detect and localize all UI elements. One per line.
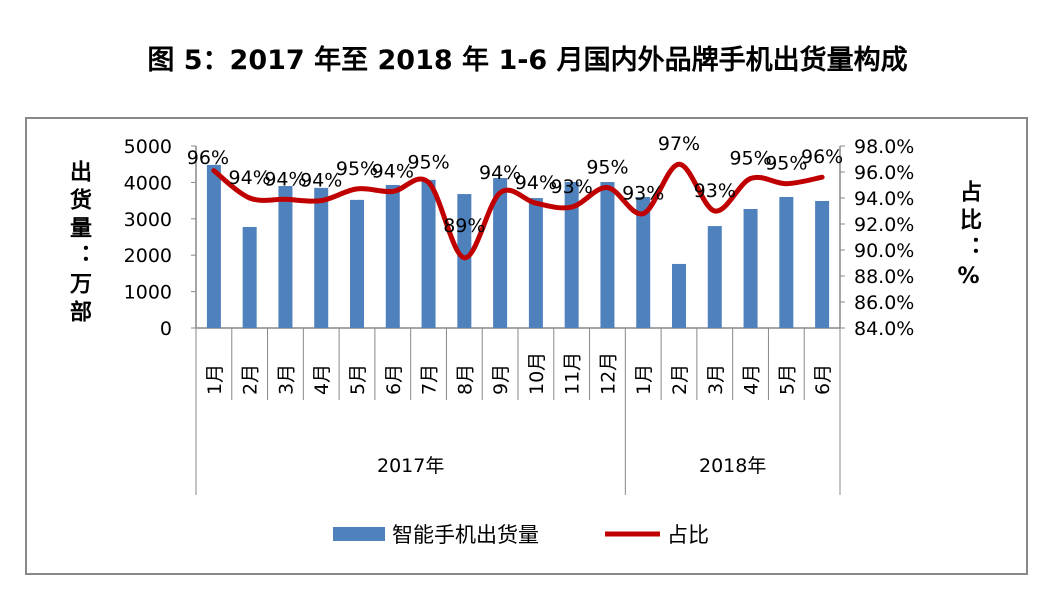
bar xyxy=(385,184,400,328)
bar xyxy=(672,263,686,328)
x-tick-label: 2月 xyxy=(240,364,262,395)
y2-tick-label: 94.0% xyxy=(854,188,914,210)
x-tick-label: 1月 xyxy=(204,364,226,395)
bar xyxy=(314,187,329,328)
data-label: 93% xyxy=(694,180,736,202)
y-tick-label: 4000 xyxy=(124,172,172,194)
x-tick-label: 12月 xyxy=(597,352,619,395)
data-label: 95% xyxy=(336,158,378,180)
y2-tick-label: 98.0% xyxy=(854,136,914,158)
bar xyxy=(350,199,364,328)
bar xyxy=(636,196,651,328)
y-tick-label: 1000 xyxy=(124,282,172,304)
bar xyxy=(421,179,436,328)
x-tick-label: 3月 xyxy=(705,364,727,395)
data-label: 95% xyxy=(765,153,807,175)
data-label: 97% xyxy=(658,133,700,155)
data-label: 94% xyxy=(515,172,557,194)
bar xyxy=(457,194,472,328)
y2-tick-label: 96.0% xyxy=(854,162,914,184)
bar xyxy=(242,226,257,328)
data-label: 95% xyxy=(729,148,771,170)
bar xyxy=(493,178,508,328)
bar xyxy=(600,182,615,328)
x-tick-label: 2月 xyxy=(669,364,691,395)
data-label: 94% xyxy=(229,167,271,189)
x-tick-label: 5月 xyxy=(776,364,798,395)
data-label: 96% xyxy=(801,146,843,168)
bar xyxy=(743,208,758,328)
y2-tick-label: 90.0% xyxy=(854,240,914,262)
x-tick-label: 3月 xyxy=(275,364,297,395)
year-group-label: 2018年 xyxy=(699,455,766,477)
x-tick-label: 6月 xyxy=(383,364,405,395)
y2-tick-label: 92.0% xyxy=(854,214,914,236)
data-label: 94% xyxy=(300,170,342,192)
data-label: 93% xyxy=(622,183,664,205)
legend-label-line: 占比 xyxy=(667,523,709,547)
bar xyxy=(206,164,221,328)
bar xyxy=(564,182,579,328)
data-label: 95% xyxy=(407,151,449,173)
data-label: 96% xyxy=(187,147,229,169)
bar xyxy=(707,226,722,328)
data-label: 95% xyxy=(586,157,628,179)
y2-tick-label: 84.0% xyxy=(854,318,914,340)
x-tick-label: 5月 xyxy=(347,364,369,395)
year-group-label: 2017年 xyxy=(377,455,444,477)
bar xyxy=(278,186,293,328)
y2-axis-title: 占比：% xyxy=(956,180,981,295)
y-axis-title: 出货量：万部 xyxy=(66,160,91,328)
bar xyxy=(815,200,830,328)
chart-title: 图 5：2017 年至 2018 年 1-6 月国内外品牌手机出货量构成 xyxy=(147,45,908,76)
y-tick-label: 0 xyxy=(160,318,172,340)
share-line xyxy=(211,161,825,261)
data-label: 94% xyxy=(479,162,521,184)
bar xyxy=(779,196,794,328)
x-tick-label: 10月 xyxy=(526,352,548,395)
x-tick-label: 9月 xyxy=(490,364,512,395)
x-tick-label: 1月 xyxy=(633,364,655,395)
data-label: 94% xyxy=(372,161,414,183)
x-tick-label: 7月 xyxy=(419,364,441,395)
y2-tick-label: 88.0% xyxy=(854,266,914,288)
x-tick-label: 4月 xyxy=(741,364,763,395)
y-tick-label: 5000 xyxy=(124,136,172,158)
legend-swatch-bars xyxy=(333,527,385,541)
y2-tick-label: 86.0% xyxy=(854,292,914,314)
bar xyxy=(528,198,543,328)
chart-frame xyxy=(25,117,1028,575)
legend-label-bars: 智能手机出货量 xyxy=(392,523,539,547)
data-label: 94% xyxy=(264,168,306,190)
x-tick-label: 6月 xyxy=(812,364,834,395)
x-tick-label: 4月 xyxy=(311,364,333,395)
x-tick-label: 8月 xyxy=(454,364,476,395)
data-label: 89% xyxy=(443,215,485,237)
data-label: 93% xyxy=(551,176,593,198)
y-tick-label: 3000 xyxy=(124,209,172,231)
x-tick-label: 11月 xyxy=(562,352,584,395)
y-tick-label: 2000 xyxy=(124,245,172,267)
